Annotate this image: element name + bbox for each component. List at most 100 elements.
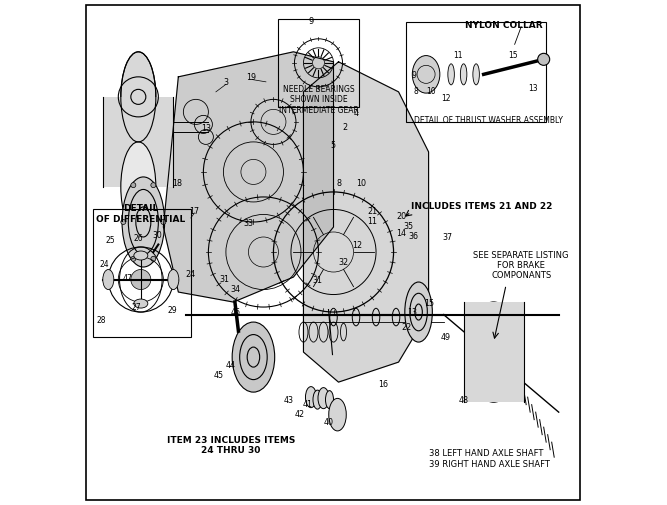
Ellipse shape xyxy=(460,65,467,86)
Text: 24: 24 xyxy=(186,269,196,278)
Text: 15: 15 xyxy=(508,50,518,60)
Circle shape xyxy=(131,183,136,188)
Circle shape xyxy=(491,319,496,324)
Text: 13: 13 xyxy=(201,124,211,133)
Text: 22: 22 xyxy=(401,322,411,331)
Ellipse shape xyxy=(103,270,114,290)
Text: 24: 24 xyxy=(99,259,109,268)
Text: 19: 19 xyxy=(246,73,256,82)
Text: 43: 43 xyxy=(283,395,293,405)
Ellipse shape xyxy=(325,391,334,409)
Text: 17: 17 xyxy=(189,207,199,216)
Text: 4: 4 xyxy=(354,109,359,118)
Circle shape xyxy=(491,381,496,386)
Ellipse shape xyxy=(134,299,148,309)
Text: 12: 12 xyxy=(442,94,451,103)
Text: 30: 30 xyxy=(153,230,162,239)
Text: 40: 40 xyxy=(323,417,334,426)
Text: 36: 36 xyxy=(409,232,419,241)
Text: 14: 14 xyxy=(396,229,406,238)
Text: INCLUDES ITEMS 21 AND 22: INCLUDES ITEMS 21 AND 22 xyxy=(411,202,552,211)
Text: 46: 46 xyxy=(231,307,241,316)
Ellipse shape xyxy=(473,65,480,86)
Text: 9: 9 xyxy=(411,71,416,80)
Text: 29: 29 xyxy=(167,306,177,315)
Ellipse shape xyxy=(448,65,454,86)
Polygon shape xyxy=(303,63,429,382)
Circle shape xyxy=(480,372,485,377)
Text: 11: 11 xyxy=(453,50,462,60)
Text: 38 LEFT HAND AXLE SHAFT
39 RIGHT HAND AXLE SHAFT: 38 LEFT HAND AXLE SHAFT 39 RIGHT HAND AX… xyxy=(429,448,550,468)
Text: DETAIL
OF DIFFERENTIAL: DETAIL OF DIFFERENTIAL xyxy=(96,204,185,223)
Text: 12: 12 xyxy=(352,240,363,249)
Text: SEE SEPARATE LISTING
FOR BRAKE
COMPONANTS: SEE SEPARATE LISTING FOR BRAKE COMPONANT… xyxy=(474,250,569,280)
Text: DETAIL OF THRUST WASHER ASSEMBLY: DETAIL OF THRUST WASHER ASSEMBLY xyxy=(414,116,562,125)
Circle shape xyxy=(131,257,136,262)
Text: 41: 41 xyxy=(302,399,312,408)
Text: 16: 16 xyxy=(379,379,389,388)
Text: 9: 9 xyxy=(308,17,313,26)
Text: ITEM 23 INCLUDES ITEMS
24 THRU 30: ITEM 23 INCLUDES ITEMS 24 THRU 30 xyxy=(167,435,295,454)
Text: 21: 21 xyxy=(368,207,378,216)
Ellipse shape xyxy=(232,322,275,392)
Bar xyxy=(406,23,546,123)
Text: 10: 10 xyxy=(426,87,436,96)
Text: 18: 18 xyxy=(172,179,182,188)
Text: 47: 47 xyxy=(122,273,132,282)
Text: 44: 44 xyxy=(226,361,236,369)
Text: 49: 49 xyxy=(441,332,451,341)
Text: 48: 48 xyxy=(459,395,469,405)
Text: 42: 42 xyxy=(294,409,305,418)
Ellipse shape xyxy=(122,178,165,268)
Text: 33: 33 xyxy=(243,219,253,228)
Bar xyxy=(103,97,173,187)
Circle shape xyxy=(476,350,481,355)
Text: 10: 10 xyxy=(356,179,366,188)
Text: 3: 3 xyxy=(223,78,228,87)
Text: 31: 31 xyxy=(312,276,322,284)
Text: 37: 37 xyxy=(442,233,453,242)
Text: NEEDLE BEARINGS
SHOWN INSIDE
INTERMEDIATE GEAR: NEEDLE BEARINGS SHOWN INSIDE INTERMEDIAT… xyxy=(279,85,358,115)
Text: 28: 28 xyxy=(96,316,105,324)
Circle shape xyxy=(121,220,126,225)
Text: 15: 15 xyxy=(424,298,435,307)
Ellipse shape xyxy=(121,142,156,232)
Circle shape xyxy=(131,270,151,290)
Text: 26: 26 xyxy=(133,234,143,243)
Text: 45: 45 xyxy=(213,370,223,379)
Text: 34: 34 xyxy=(231,284,241,293)
Circle shape xyxy=(161,220,166,225)
Text: 13: 13 xyxy=(528,84,538,93)
Text: 25: 25 xyxy=(106,235,115,244)
Text: 5: 5 xyxy=(330,140,335,149)
Circle shape xyxy=(502,372,507,377)
Ellipse shape xyxy=(305,387,316,408)
Ellipse shape xyxy=(412,57,440,94)
Ellipse shape xyxy=(313,390,322,410)
Text: 11: 11 xyxy=(368,217,378,226)
Circle shape xyxy=(151,183,156,188)
Text: 32: 32 xyxy=(338,257,349,266)
Circle shape xyxy=(538,54,550,66)
Ellipse shape xyxy=(168,270,179,290)
Ellipse shape xyxy=(121,53,156,142)
Text: NYLON COLLAR: NYLON COLLAR xyxy=(465,21,542,30)
Text: 8: 8 xyxy=(336,179,341,188)
Text: 8: 8 xyxy=(414,87,418,96)
Ellipse shape xyxy=(318,388,329,409)
Bar xyxy=(464,302,524,402)
Ellipse shape xyxy=(469,302,519,402)
Circle shape xyxy=(480,328,485,333)
Text: 2: 2 xyxy=(342,123,347,132)
Circle shape xyxy=(502,328,507,333)
Text: 13: 13 xyxy=(408,307,418,316)
Polygon shape xyxy=(163,53,334,302)
Bar xyxy=(278,20,359,108)
Ellipse shape xyxy=(405,282,432,342)
Ellipse shape xyxy=(329,398,346,431)
Text: 31: 31 xyxy=(219,274,229,283)
Text: 20: 20 xyxy=(396,212,406,221)
Ellipse shape xyxy=(134,251,148,261)
Text: 35: 35 xyxy=(404,222,414,231)
Circle shape xyxy=(151,257,156,262)
